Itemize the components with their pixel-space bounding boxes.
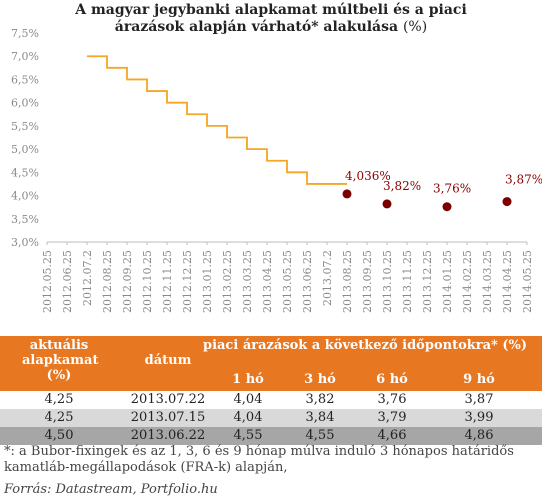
forecast-point <box>442 202 452 212</box>
cell-9ho: 4,86 <box>464 428 494 443</box>
x-tick-label: 2012.12.25 <box>181 250 194 313</box>
x-tick-label: 2013.12.25 <box>421 250 434 313</box>
y-tick-label: 6,0% <box>11 97 39 110</box>
cell-9ho: 3,87 <box>464 392 494 407</box>
table-row: 4,25 2013.07.22 4,04 3,82 3,76 3,87 <box>0 391 542 409</box>
y-tick-label: 7,5% <box>11 27 39 40</box>
forecast-point <box>502 197 512 207</box>
cell-6ho: 3,76 <box>377 392 407 407</box>
forecast-point-label: 3,82% <box>383 179 421 193</box>
y-tick-label: 4,0% <box>11 190 39 203</box>
cell-rate: 4,25 <box>44 392 74 407</box>
cell-1ho: 4,55 <box>233 428 263 443</box>
x-tick-label: 2013.09.25 <box>361 250 374 313</box>
x-tick-label: 2013.08.25 <box>341 250 354 313</box>
header-3ho: 3 hó <box>304 372 336 387</box>
x-tick-label: 2012.11.25 <box>161 250 174 313</box>
x-tick-label: 2013.06.25 <box>301 250 314 313</box>
x-tick-label: 2014.02.25 <box>461 250 474 313</box>
rate-chart: 3,0% 3,5% 4,0% 4,5% 5,0% 5,5% 6,0% 6,5% 7,0% 7,5%… <box>11 27 542 313</box>
x-tick-label: 2013.05.25 <box>281 250 294 313</box>
x-tick-label: 2012.07.2 <box>81 250 94 306</box>
cell-date: 2013.07.22 <box>130 392 206 407</box>
cell-rate: 4,50 <box>44 428 74 443</box>
footnote: *: a Bubor-fixingek és az 1, 3, 6 és 9 h… <box>4 444 524 476</box>
forecast-point <box>382 199 392 209</box>
x-tick-label: 2013.01.25 <box>201 250 214 313</box>
x-tick-label: 2012.10.25 <box>141 250 154 313</box>
header-1ho: 1 hó <box>232 372 264 387</box>
y-tick-label: 6,5% <box>11 73 39 86</box>
y-tick-label: 7,0% <box>11 50 39 63</box>
x-tick-label: 2014.04.25 <box>501 250 514 313</box>
table-row: 4,25 2013.07.15 4,04 3,84 3,79 3,99 <box>0 409 542 427</box>
x-tick-label: 2013.03.25 <box>241 250 254 313</box>
x-tick-label: 2013.10.25 <box>381 250 394 313</box>
table-row: 4,50 2013.06.22 4,55 4,55 4,66 4,86 <box>0 427 542 445</box>
cell-3ho: 4,55 <box>305 428 335 443</box>
y-tick-label: 5,0% <box>11 143 39 156</box>
forecast-point-label: 3,87% <box>505 173 542 187</box>
chart-marks: 4,036%3,82% 3,76% 3,87% <box>87 55 542 212</box>
header-group: piaci árazások a következő időpontokra* … <box>202 338 528 353</box>
x-tick-label: 2012.08.25 <box>101 250 114 313</box>
header-date: dátum <box>144 353 192 368</box>
cell-6ho: 4,66 <box>377 428 407 443</box>
x-tick-label: 2012.06.25 <box>61 250 74 313</box>
chart-title-line2-text: árazások alapján várható* alakulása <box>114 19 399 35</box>
chart-axes: 3,0% 3,5% 4,0% 4,5% 5,0% 5,5% 6,0% 6,5% 7,0% 7,5%… <box>11 27 534 313</box>
source-note: Forrás: Datastream, Portfolio.hu <box>4 482 218 497</box>
cell-date: 2013.07.15 <box>130 410 206 425</box>
header-current-rate-l3: (%) <box>46 368 72 383</box>
chart-title: A magyar jegybanki alapkamat múltbeli és… <box>0 2 542 36</box>
footnote-line2: kamatláb-megállapodások (FRA-k) alapján, <box>4 460 288 475</box>
chart-title-line2: árazások alapján várható* alakulása (%) <box>0 19 542 36</box>
chart-title-unit: (%) <box>402 19 428 35</box>
x-tick-label: 2014.01.25 <box>441 250 454 313</box>
cell-3ho: 3,82 <box>305 392 335 407</box>
x-tick-label: 2013.11.25 <box>401 250 414 313</box>
x-tick-label: 2013.07.2 <box>321 250 334 306</box>
x-tick-label: 2013.04.25 <box>261 250 274 313</box>
x-tick-label: 2013.02.25 <box>221 250 234 313</box>
chart-title-line1: A magyar jegybanki alapkamat múltbeli és… <box>75 2 467 18</box>
table-header: aktuális alapkamat (%) dátum piaci árazá… <box>0 336 542 391</box>
header-current-rate: aktuális alapkamat (%) <box>22 338 99 383</box>
policy-rate-step-line <box>87 55 347 185</box>
x-tick-label: 2012.05.25 <box>41 250 54 313</box>
x-tick-label: 2012.09.25 <box>121 250 134 313</box>
cell-9ho: 3,99 <box>464 410 494 425</box>
header-current-rate-l1: aktuális <box>29 338 89 353</box>
header-current-rate-l2: alapkamat <box>22 353 99 368</box>
forecast-point <box>342 189 352 199</box>
footnote-line1: *: a Bubor-fixingek és az 1, 3, 6 és 9 h… <box>4 444 514 459</box>
cell-1ho: 4,04 <box>233 392 263 407</box>
header-9ho: 9 hó <box>463 372 495 387</box>
x-tick-label: 2014.03.25 <box>481 250 494 313</box>
x-tick-label: 2014.05.25 <box>521 250 534 313</box>
cell-1ho: 4,04 <box>233 410 263 425</box>
header-6ho: 6 hó <box>376 372 408 387</box>
cell-date: 2013.06.22 <box>130 428 206 443</box>
cell-6ho: 3,79 <box>377 410 407 425</box>
y-tick-label: 4,5% <box>11 166 39 179</box>
y-tick-label: 5,5% <box>11 120 39 133</box>
forecast-point-label: 4,036% <box>345 169 391 183</box>
forecast-point-label: 3,76% <box>433 182 471 196</box>
cell-rate: 4,25 <box>44 410 74 425</box>
y-tick-label: 3,5% <box>11 213 39 226</box>
y-tick-label: 3,0% <box>11 236 39 249</box>
cell-3ho: 3,84 <box>305 410 335 425</box>
